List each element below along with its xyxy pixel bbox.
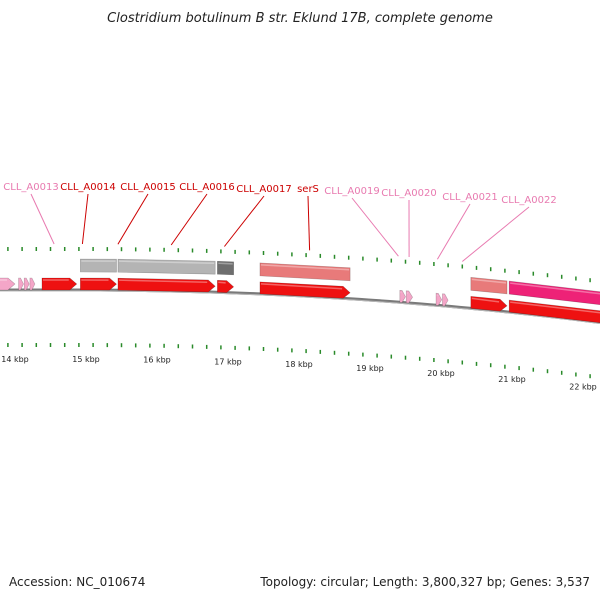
gene-feature[interactable] <box>23 277 30 291</box>
label-leader-line <box>224 195 265 247</box>
scale-labels: 14 kbp 15 kbp 16 kbp 17 kbp 18 kbp 19 kbp 20 k… <box>1 355 597 391</box>
feature-highlight <box>471 278 507 284</box>
gene-feature[interactable] <box>435 292 443 306</box>
annotation-feature[interactable] <box>80 258 117 273</box>
backbone-highlight <box>0 290 600 324</box>
feature-highlight <box>218 262 233 265</box>
gene-label[interactable]: CLL_A0014 <box>60 182 115 193</box>
scale-label: 19 kbp <box>356 364 384 373</box>
gene-feature[interactable] <box>0 277 16 291</box>
gene-label[interactable]: CLL_A0013 <box>3 182 58 193</box>
feature-highlight <box>118 279 208 283</box>
feature-highlight <box>510 282 600 295</box>
feature-highlight <box>471 297 500 303</box>
gene-feature[interactable] <box>399 289 406 303</box>
gene-label[interactable]: CLL_A0016 <box>179 182 234 193</box>
scale-label: 14 kbp <box>1 355 29 364</box>
feature-highlight <box>510 301 600 314</box>
gene-label[interactable]: CLL_A0019 <box>324 186 379 197</box>
scale-label: 15 kbp <box>72 355 100 364</box>
gene-feature[interactable] <box>508 299 600 326</box>
scale-label: 20 kbp <box>427 369 455 378</box>
gene-feature[interactable] <box>259 281 351 299</box>
genome-summary-label: Topology: circular; Length: 3,800,327 bp… <box>260 575 590 589</box>
label-leader-line <box>351 197 399 257</box>
annotation-feature[interactable] <box>508 280 600 308</box>
label-leader-line <box>117 193 149 245</box>
gene-feature[interactable] <box>442 293 449 307</box>
gene-label[interactable]: CLL_A0021 <box>442 192 497 203</box>
scale-label: 16 kbp <box>143 356 171 365</box>
annotation-feature[interactable] <box>470 276 508 295</box>
gene-feature[interactable] <box>41 277 78 291</box>
gene-label[interactable]: CLL_A0022 <box>501 195 556 206</box>
annotation-feature[interactable] <box>117 258 216 275</box>
feature-track[interactable] <box>0 258 600 326</box>
annotation-feature[interactable] <box>259 262 351 282</box>
scale-label: 17 kbp <box>214 357 242 366</box>
scale-label: 21 kbp <box>498 375 526 384</box>
gene-label[interactable]: serS <box>297 184 319 195</box>
gene-label[interactable]: CLL_A0017 <box>236 184 291 195</box>
gene-feature[interactable] <box>470 295 508 312</box>
gene-feature[interactable] <box>117 277 216 293</box>
feature-highlight <box>260 283 343 290</box>
feature-highlight <box>218 281 226 284</box>
feature-highlight <box>260 264 350 271</box>
gene-feature[interactable] <box>18 277 24 291</box>
accession-label: Accession: NC_010674 <box>9 575 146 589</box>
tick-row-bottom <box>7 343 591 379</box>
feature-highlight <box>118 260 215 264</box>
gene-labels: CLL_A0013 CLL_A0014 CLL_A0015 CLL_A0016 CLL_… <box>3 182 557 262</box>
map-title: Clostridium botulinum B str. Eklund 17B,… <box>107 11 493 26</box>
gene-feature[interactable] <box>217 279 235 293</box>
scale-label: 22 kbp <box>569 382 597 391</box>
annotation-feature[interactable] <box>217 260 234 276</box>
tick-row-top <box>7 247 591 283</box>
gene-label[interactable]: CLL_A0015 <box>120 182 175 193</box>
gene-feature[interactable] <box>29 277 36 291</box>
gene-feature[interactable] <box>405 290 413 304</box>
label-leader-line <box>81 193 89 245</box>
label-leader-line <box>30 193 55 245</box>
label-leader-line <box>307 195 311 251</box>
label-leader-line <box>436 203 471 260</box>
label-leader-line <box>170 193 208 246</box>
scale-label: 18 kbp <box>285 360 313 369</box>
feature-highlight <box>406 292 409 294</box>
label-leader-line <box>461 206 530 262</box>
gene-label[interactable]: CLL_A0020 <box>381 188 436 199</box>
gene-feature[interactable] <box>80 277 117 291</box>
